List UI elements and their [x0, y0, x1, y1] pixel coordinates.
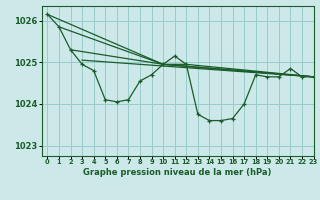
X-axis label: Graphe pression niveau de la mer (hPa): Graphe pression niveau de la mer (hPa): [84, 168, 272, 177]
